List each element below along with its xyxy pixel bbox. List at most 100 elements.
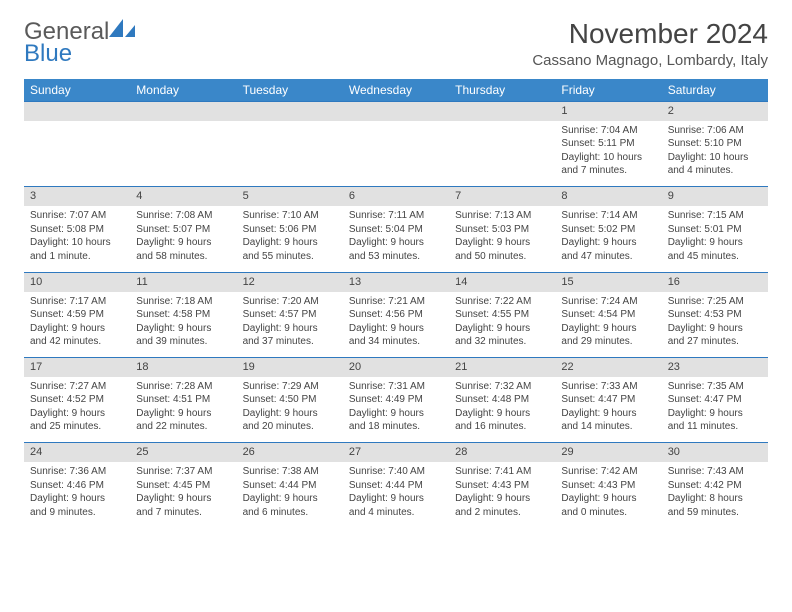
- day-cell: Sunrise: 7:11 AMSunset: 5:04 PMDaylight:…: [343, 206, 449, 272]
- daylight-text-1: Daylight: 9 hours: [668, 236, 762, 250]
- daylight-text-1: Daylight: 10 hours: [30, 236, 124, 250]
- sunrise-text: Sunrise: 7:38 AM: [243, 465, 337, 479]
- detail-row: Sunrise: 7:27 AMSunset: 4:52 PMDaylight:…: [24, 377, 768, 443]
- sunset-text: Sunset: 4:59 PM: [30, 308, 124, 322]
- daylight-text-1: Daylight: 9 hours: [561, 492, 655, 506]
- day-cell: Sunrise: 7:14 AMSunset: 5:02 PMDaylight:…: [555, 206, 661, 272]
- sunset-text: Sunset: 5:02 PM: [561, 223, 655, 237]
- sunrise-text: Sunrise: 7:18 AM: [136, 295, 230, 309]
- daylight-text-2: and 25 minutes.: [30, 420, 124, 434]
- sunrise-text: Sunrise: 7:06 AM: [668, 124, 762, 138]
- sunset-text: Sunset: 4:44 PM: [243, 479, 337, 493]
- detail-row: Sunrise: 7:17 AMSunset: 4:59 PM Daylight:…: [24, 292, 768, 358]
- weekday-header: Wednesday: [343, 79, 449, 102]
- day-number: 5: [237, 187, 343, 206]
- daylight-text-1: Daylight: 9 hours: [349, 322, 443, 336]
- daylight-text-1: Daylight: 10 hours: [561, 151, 655, 165]
- day-number: 27: [343, 443, 449, 462]
- day-number: 11: [130, 272, 236, 291]
- sunset-text: Sunset: 4:51 PM: [136, 393, 230, 407]
- sunrise-text: Sunrise: 7:32 AM: [455, 380, 549, 394]
- daylight-text-2: and 7 minutes.: [561, 164, 655, 178]
- sunrise-text: Sunrise: 7:28 AM: [136, 380, 230, 394]
- daylight-text-1: Daylight: 9 hours: [561, 236, 655, 250]
- daylight-text-1: Daylight: 9 hours: [243, 322, 337, 336]
- day-cell: Sunrise: 7:33 AMSunset: 4:47 PMDaylight:…: [555, 377, 661, 443]
- sunset-text: Sunset: 4:42 PM: [668, 479, 762, 493]
- day-number: 24: [24, 443, 130, 462]
- sunrise-text: Sunrise: 7:42 AM: [561, 465, 655, 479]
- day-cell: [237, 121, 343, 187]
- daylight-text-2: and 9 minutes.: [30, 506, 124, 520]
- sunrise-text: Sunrise: 7:15 AM: [668, 209, 762, 223]
- sunset-text: Sunset: 4:47 PM: [561, 393, 655, 407]
- sunrise-text: Sunrise: 7:11 AM: [349, 209, 443, 223]
- daylight-text-1: Daylight: 9 hours: [136, 236, 230, 250]
- daylight-text-2: and 32 minutes.: [455, 335, 549, 349]
- weekday-header: Monday: [130, 79, 236, 102]
- sunset-text: Sunset: 4:46 PM: [30, 479, 124, 493]
- sunset-text: Sunset: 5:07 PM: [136, 223, 230, 237]
- sunset-text: Sunset: 5:06 PM: [243, 223, 337, 237]
- sunrise-text: Sunrise: 7:37 AM: [136, 465, 230, 479]
- sunrise-text: Sunrise: 7:22 AM: [455, 295, 549, 309]
- daylight-text-2: and 59 minutes.: [668, 506, 762, 520]
- sunset-text: Sunset: 5:01 PM: [668, 223, 762, 237]
- sunset-text: Sunset: 4:53 PM: [668, 308, 762, 322]
- daylight-text-1: Daylight: 9 hours: [30, 407, 124, 421]
- day-cell: Sunrise: 7:41 AMSunset: 4:43 PMDaylight:…: [449, 462, 555, 528]
- day-number: 23: [662, 358, 768, 377]
- daylight-text-1: Daylight: 9 hours: [349, 492, 443, 506]
- sunrise-text: Sunrise: 7:40 AM: [349, 465, 443, 479]
- detail-row: Sunrise: 7:36 AMSunset: 4:46 PMDaylight:…: [24, 462, 768, 528]
- sunrise-text: Sunrise: 7:17 AM: [30, 295, 124, 309]
- day-number: 28: [449, 443, 555, 462]
- day-cell: Sunrise: 7:27 AMSunset: 4:52 PMDaylight:…: [24, 377, 130, 443]
- day-number: [343, 102, 449, 121]
- daylight-text-1: Daylight: 8 hours: [668, 492, 762, 506]
- day-cell: [449, 121, 555, 187]
- daylight-text-1: Daylight: 9 hours: [243, 236, 337, 250]
- daylight-text-2: and 1 minute.: [30, 250, 124, 264]
- daylight-text-2: and 29 minutes.: [561, 335, 655, 349]
- sunset-text: Sunset: 5:10 PM: [668, 137, 762, 151]
- sunrise-text: Sunrise: 7:04 AM: [561, 124, 655, 138]
- daylight-text-1: Daylight: 9 hours: [455, 492, 549, 506]
- day-cell: Sunrise: 7:42 AMSunset: 4:43 PMDaylight:…: [555, 462, 661, 528]
- day-cell: Sunrise: 7:36 AMSunset: 4:46 PMDaylight:…: [24, 462, 130, 528]
- daylight-text-1: Daylight: 9 hours: [455, 236, 549, 250]
- daylight-text-1: Daylight: 9 hours: [243, 492, 337, 506]
- day-cell: Sunrise: 7:21 AMSunset: 4:56 PMDaylight:…: [343, 292, 449, 358]
- day-number: 3: [24, 187, 130, 206]
- daylight-text-2: and 55 minutes.: [243, 250, 337, 264]
- day-number: 10: [24, 272, 130, 291]
- sunset-text: Sunset: 4:50 PM: [243, 393, 337, 407]
- daylight-text-1: Daylight: 9 hours: [30, 492, 124, 506]
- day-number: 18: [130, 358, 236, 377]
- sunset-text: Sunset: 4:52 PM: [30, 393, 124, 407]
- day-cell: Sunrise: 7:20 AMSunset: 4:57 PMDaylight:…: [237, 292, 343, 358]
- weekday-header: Tuesday: [237, 79, 343, 102]
- daylight-text-2: and 11 minutes.: [668, 420, 762, 434]
- day-cell: Sunrise: 7:35 AMSunset: 4:47 PMDaylight:…: [662, 377, 768, 443]
- day-number: [130, 102, 236, 121]
- day-cell: [343, 121, 449, 187]
- sunset-text: Sunset: 5:11 PM: [561, 137, 655, 151]
- sunset-text: Sunset: 4:48 PM: [455, 393, 549, 407]
- title-block: November 2024 Cassano Magnago, Lombardy,…: [532, 18, 768, 69]
- sunrise-text: Sunrise: 7:24 AM: [561, 295, 655, 309]
- sunset-text: Sunset: 4:54 PM: [561, 308, 655, 322]
- day-cell: Sunrise: 7:31 AMSunset: 4:49 PMDaylight:…: [343, 377, 449, 443]
- sunset-text: Sunset: 4:57 PM: [243, 308, 337, 322]
- weekday-header: Thursday: [449, 79, 555, 102]
- sunrise-text: Sunrise: 7:43 AM: [668, 465, 762, 479]
- daylight-text-2: and 39 minutes.: [136, 335, 230, 349]
- sunrise-text: Sunrise: 7:27 AM: [30, 380, 124, 394]
- day-cell: Sunrise: 7:38 AMSunset: 4:44 PMDaylight:…: [237, 462, 343, 528]
- daylight-text-1: Daylight: 9 hours: [349, 407, 443, 421]
- detail-row: Sunrise: 7:04 AMSunset: 5:11 PMDaylight:…: [24, 121, 768, 187]
- day-cell: [24, 121, 130, 187]
- daynum-row: 24252627282930: [24, 443, 768, 462]
- calendar-table: Sunday Monday Tuesday Wednesday Thursday…: [24, 79, 768, 528]
- day-number: 12: [237, 272, 343, 291]
